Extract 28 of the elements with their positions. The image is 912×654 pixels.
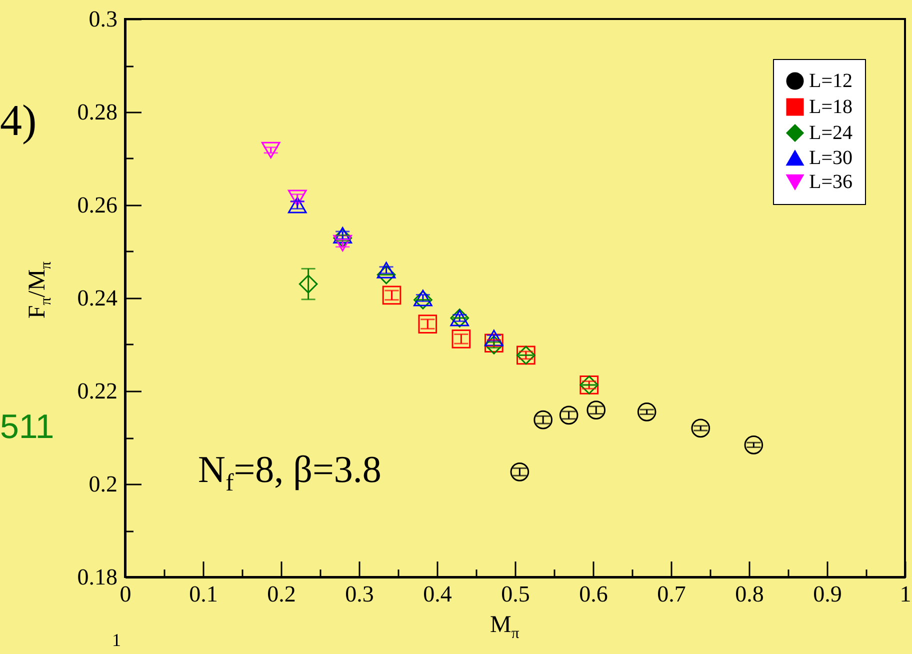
x-tick-label: 0.6: [579, 582, 608, 606]
legend-label: L=30: [809, 147, 852, 169]
text: 4): [0, 95, 37, 146]
y-tick-label: 0.28: [77, 100, 118, 124]
x-tick-label: 0.1: [189, 582, 218, 606]
x-tick-label: 0.2: [267, 582, 296, 606]
y-tick-label: 0.18: [77, 564, 118, 590]
text: 1: [112, 630, 121, 651]
x-tick-label: 0.4: [423, 582, 452, 606]
x-tick-label: 0.9: [813, 582, 842, 606]
legend-label: L=36: [809, 171, 852, 193]
x-tick-label: 0.7: [657, 582, 686, 606]
y-tick-label: 0.24: [77, 286, 118, 310]
legend-label: L=12: [809, 70, 852, 92]
x-tick-label: 1: [900, 582, 912, 606]
y-tick-label: 0.22: [77, 378, 118, 404]
legend-label: L=24: [809, 122, 852, 144]
x-tick-label: 0.5: [501, 582, 530, 606]
x-tick-label: 0: [120, 582, 132, 606]
y-tick-label: 0.2: [88, 472, 118, 496]
y-tick-label: 0.26: [77, 192, 118, 218]
x-axis-title: M$_{π}$: [490, 612, 520, 643]
annotation: N$_{f}$=8, β=3.8: [198, 448, 382, 498]
legend-label: L=18: [809, 96, 852, 118]
x-tick-label: 0.8: [735, 582, 764, 606]
text: 511: [0, 408, 54, 447]
x-tick-label: 0.3: [345, 582, 374, 606]
y-tick-label: 0.3: [88, 6, 118, 32]
